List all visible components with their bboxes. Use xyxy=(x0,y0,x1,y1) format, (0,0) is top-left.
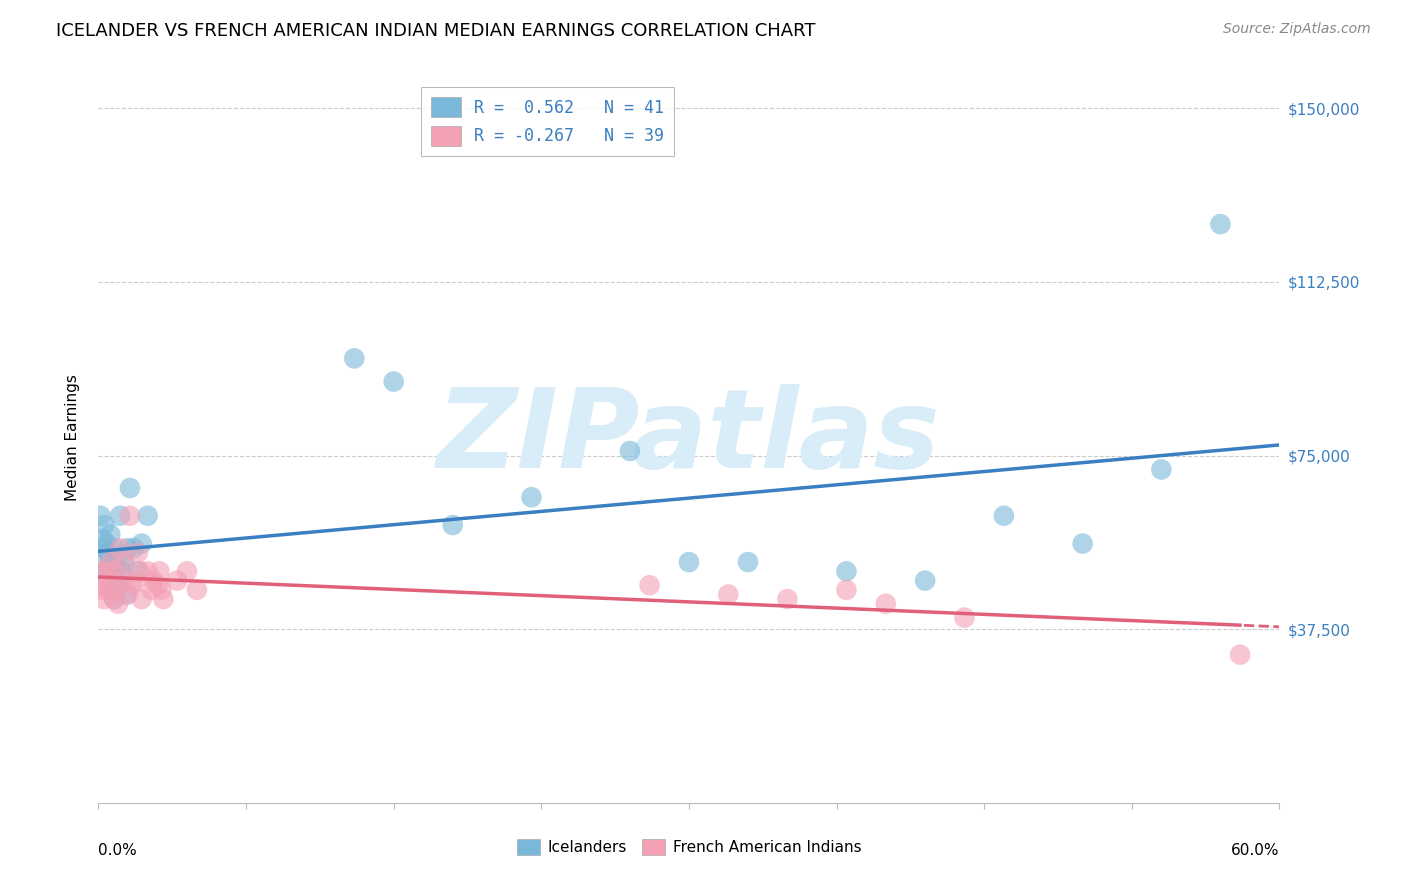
Point xyxy=(111,574,134,588)
Point xyxy=(93,518,115,533)
Point xyxy=(176,565,198,579)
Point xyxy=(118,481,141,495)
Point xyxy=(993,508,1015,523)
Point xyxy=(835,582,858,597)
Point xyxy=(117,541,139,556)
Point xyxy=(96,536,118,550)
Point xyxy=(105,582,128,597)
Point xyxy=(105,555,128,569)
Point xyxy=(121,578,143,592)
Point xyxy=(118,508,141,523)
Point xyxy=(98,555,121,569)
Point xyxy=(127,546,149,560)
Point xyxy=(103,541,125,556)
Point xyxy=(89,508,111,523)
Point xyxy=(115,587,138,601)
Point xyxy=(98,527,121,541)
Point xyxy=(914,574,936,588)
Point xyxy=(737,555,759,569)
Point xyxy=(141,582,163,597)
Point xyxy=(638,578,661,592)
Point xyxy=(678,555,700,569)
Point xyxy=(717,587,740,601)
Point xyxy=(441,518,464,533)
Point xyxy=(97,574,120,588)
Point xyxy=(103,592,125,607)
Point xyxy=(122,541,145,556)
Point xyxy=(96,565,118,579)
Point xyxy=(136,565,159,579)
Point xyxy=(146,578,169,592)
Point xyxy=(127,565,149,579)
Point xyxy=(1150,462,1173,476)
Point xyxy=(1229,648,1251,662)
Point xyxy=(107,578,129,592)
Point xyxy=(776,592,799,607)
Point xyxy=(166,574,188,588)
Point xyxy=(103,592,125,607)
Point xyxy=(619,444,641,458)
Point xyxy=(101,582,124,597)
Point xyxy=(91,555,114,569)
Point xyxy=(101,574,124,588)
Point xyxy=(112,555,135,569)
Point xyxy=(112,555,135,569)
Point xyxy=(128,565,150,579)
Point xyxy=(520,490,543,504)
Point xyxy=(105,574,128,588)
Point xyxy=(875,597,897,611)
Point xyxy=(835,565,858,579)
Point xyxy=(108,541,131,556)
Point xyxy=(136,508,159,523)
Point xyxy=(97,582,120,597)
Point xyxy=(93,541,115,556)
Point xyxy=(122,574,145,588)
Point xyxy=(89,565,111,579)
Point xyxy=(117,587,139,601)
Point xyxy=(343,351,366,366)
Point xyxy=(150,582,173,597)
Point xyxy=(148,565,170,579)
Y-axis label: Median Earnings: Median Earnings xyxy=(65,374,80,500)
Point xyxy=(91,582,114,597)
Point xyxy=(101,565,124,579)
Point xyxy=(953,610,976,624)
Point xyxy=(93,592,115,607)
Point xyxy=(103,565,125,579)
Legend: Icelanders, French American Indians: Icelanders, French American Indians xyxy=(510,833,868,861)
Point xyxy=(131,536,153,550)
Point xyxy=(1071,536,1094,550)
Text: Source: ZipAtlas.com: Source: ZipAtlas.com xyxy=(1223,22,1371,37)
Point xyxy=(108,508,131,523)
Point xyxy=(96,565,118,579)
Point xyxy=(91,532,114,546)
Point xyxy=(111,565,134,579)
Point xyxy=(96,578,118,592)
Point xyxy=(1209,217,1232,231)
Point xyxy=(152,592,174,607)
Text: 0.0%: 0.0% xyxy=(98,843,138,858)
Point xyxy=(97,546,120,560)
Text: ZIPatlas: ZIPatlas xyxy=(437,384,941,491)
Point xyxy=(382,375,405,389)
Point xyxy=(107,597,129,611)
Text: ICELANDER VS FRENCH AMERICAN INDIAN MEDIAN EARNINGS CORRELATION CHART: ICELANDER VS FRENCH AMERICAN INDIAN MEDI… xyxy=(56,22,815,40)
Text: 60.0%: 60.0% xyxy=(1232,843,1279,858)
Point xyxy=(131,592,153,607)
Point xyxy=(142,574,165,588)
Point xyxy=(186,582,208,597)
Point xyxy=(98,550,121,565)
